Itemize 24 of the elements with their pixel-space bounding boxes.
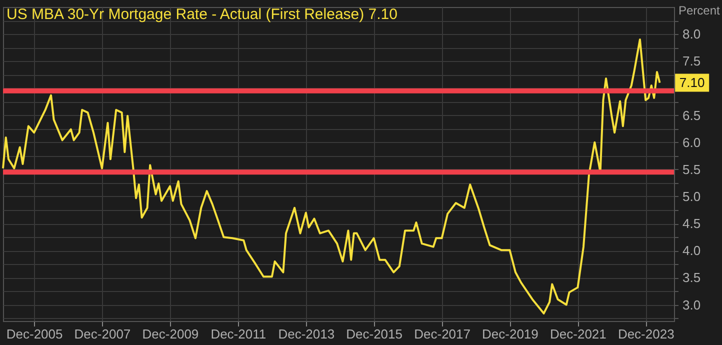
x-tick-label: Dec-2021 (550, 326, 606, 342)
y-axis-title: Percent (678, 4, 721, 18)
x-tick-label: Dec-2011 (210, 326, 266, 342)
y-tick-label: 5.5 (682, 162, 701, 177)
x-tick-label: Dec-2017 (414, 326, 470, 342)
annotation: 7.10 (679, 74, 705, 90)
y-tick-label: 6.5 (682, 108, 701, 123)
x-tick-label: Dec-2023 (618, 326, 674, 342)
x-tick-label: Dec-2005 (6, 326, 63, 342)
y-tick-label: 5.0 (682, 188, 701, 204)
x-tick-label: Dec-2009 (142, 326, 199, 342)
y-tick-label: 4.5 (682, 216, 701, 232)
chart-title: US MBA 30-Yr Mortgage Rate - Actual (First Release) 7.10 (6, 6, 398, 23)
x-tick-label: Dec-2019 (482, 326, 538, 342)
y-tick-label: 3.0 (682, 297, 701, 312)
line-series (2, 38, 661, 314)
x-tick-label: Dec-2013 (278, 326, 335, 342)
x-tick-label: Dec-2007 (74, 326, 131, 342)
y-tick-label: 4.0 (682, 243, 701, 258)
y-tick-label: 8.0 (682, 26, 701, 42)
y-tick-label: 6.0 (682, 134, 701, 150)
y-tick-label: 7.5 (682, 54, 701, 69)
x-tick-label: Dec-2015 (346, 326, 402, 342)
y-tick-label: 3.5 (682, 270, 701, 286)
